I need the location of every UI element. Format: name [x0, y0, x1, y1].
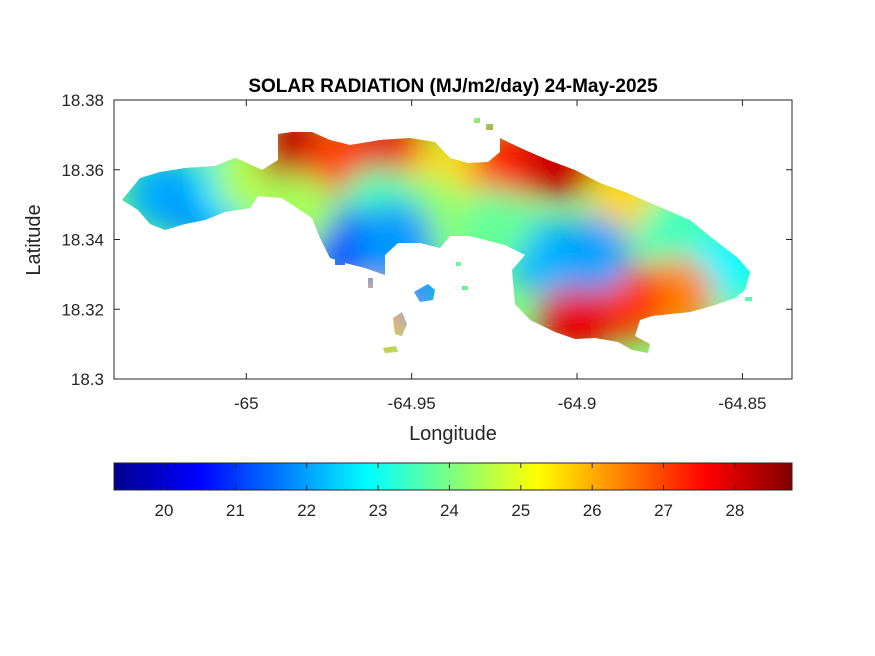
colorbar-tick-label: 27: [654, 501, 673, 520]
y-axis-ticks: 18.3 18.32 18.34 18.36 18.38: [61, 91, 792, 389]
x-tick-label: -64.9: [558, 394, 597, 413]
colorbar-ticks: 20 21 22 23 24 25 26 27 28: [154, 463, 744, 520]
colorbar: [113, 462, 793, 491]
colorbar-tick-label: 26: [583, 501, 602, 520]
y-tick-label: 18.3: [71, 370, 104, 389]
x-tick-label: -64.85: [718, 394, 766, 413]
y-tick-label: 18.32: [61, 300, 104, 319]
x-axis-label: Longitude: [409, 423, 497, 445]
heat-region-17: [555, 215, 632, 292]
y-tick-label: 18.38: [61, 91, 104, 110]
x-tick-label: -65: [234, 394, 259, 413]
colorbar-tick-label: 24: [440, 501, 459, 520]
colorbar-tick-label: 23: [369, 501, 388, 520]
colorbar-tick-label: 25: [511, 501, 530, 520]
colorbar-tick-label: 22: [297, 501, 316, 520]
colorbar-tick-label: 28: [725, 501, 744, 520]
y-tick-label: 18.34: [61, 231, 104, 250]
x-tick-label: -64.95: [388, 394, 436, 413]
x-axis-ticks: -65 -64.95 -64.9 -64.85: [234, 100, 766, 413]
chart-title: SOLAR RADIATION (MJ/m2/day) 24-May-2025: [248, 76, 658, 97]
y-tick-label: 18.36: [61, 161, 104, 180]
colorbar-tick-label: 20: [154, 501, 173, 520]
y-axis-label: Latitude: [23, 204, 45, 275]
colorbar-tick-label: 21: [226, 501, 245, 520]
